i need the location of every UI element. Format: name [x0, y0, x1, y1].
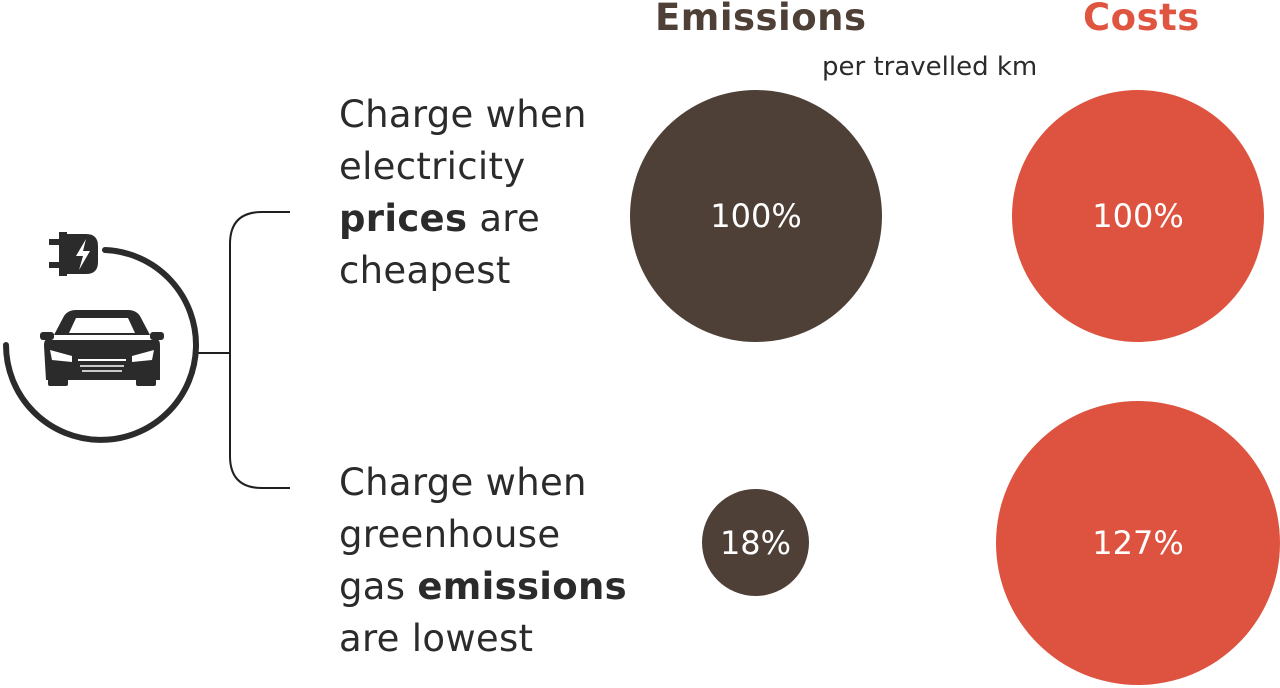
scenario-line: prices are — [339, 197, 541, 240]
scenario-line: Charge when — [339, 461, 587, 504]
unit-label: per travelled km — [822, 52, 1038, 82]
scenario-line: greenhouse — [339, 513, 561, 556]
bubble-value: 18% — [719, 523, 792, 562]
emissions-bubble-prices: 100% — [630, 90, 882, 342]
bubble-value: 100% — [710, 197, 802, 235]
scenario-line: Charge when — [339, 93, 587, 136]
scenario-line: electricity — [339, 145, 526, 188]
charging-plug-icon — [49, 232, 98, 276]
costs-bubble-emissions: 127% — [996, 401, 1280, 685]
bubble-value: 127% — [1092, 524, 1184, 562]
scenario-line: gas emissions — [339, 565, 627, 608]
bubble-value: 100% — [1092, 197, 1184, 235]
scenario-line: cheapest — [339, 249, 511, 292]
car-icon — [40, 310, 164, 386]
emissions-column-header: Emissions — [655, 0, 867, 39]
scenario-emissions-label: Charge when greenhouse gas emissions are… — [339, 457, 627, 665]
costs-column-header: Costs — [1083, 0, 1200, 39]
emissions-bubble-emissions: 18% — [702, 489, 809, 596]
costs-bubble-prices: 100% — [1012, 90, 1264, 342]
scenario-price-label: Charge when electricity prices are cheap… — [339, 89, 587, 297]
charging-cable-arc — [3, 247, 199, 443]
scenario-line: are lowest — [339, 617, 534, 660]
bracket-connector — [196, 211, 290, 489]
